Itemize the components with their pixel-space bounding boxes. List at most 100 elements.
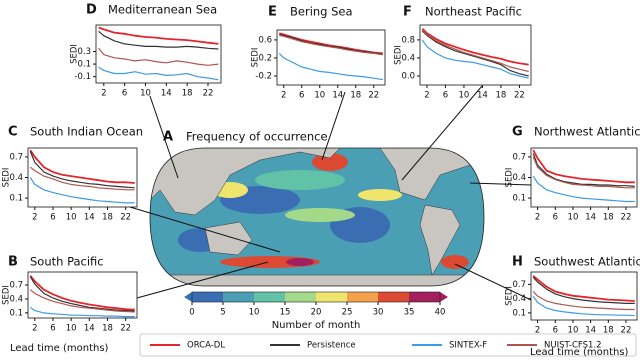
map: A Frequency of occurrence: [149, 130, 485, 287]
y-tick-label: -0.1: [74, 72, 91, 82]
series-line: [29, 306, 135, 318]
y-axis-label: SEDI: [505, 168, 515, 188]
colorbar-swatch: [409, 292, 440, 302]
x-tick-label: 14: [477, 91, 488, 101]
y-tick-label: 0.7: [9, 152, 23, 162]
land: [150, 274, 484, 286]
map-field: [150, 148, 484, 286]
y-tick-label: 0.6: [258, 35, 272, 45]
y-tick-label: 0.1: [77, 60, 91, 70]
colorbar-swatch: [285, 292, 316, 302]
y-tick-label: 0.3: [77, 47, 91, 57]
field-patch: [285, 208, 355, 222]
line-panel: B South Pacific 0.1 0.4 0.7 2 6 10 14 18 22 SEDI Lea…: [2, 255, 138, 354]
series-line: [532, 276, 635, 304]
land: [204, 221, 253, 256]
x-tick-label: 22: [120, 324, 131, 334]
x-tick-label: 10: [66, 324, 77, 334]
x-tick-label: 10: [140, 89, 151, 99]
land: [150, 148, 341, 216]
series-line: [532, 295, 635, 317]
series-line: [98, 66, 219, 81]
panel-letter: C: [8, 125, 18, 140]
panel-title: Northwest Atlantic: [534, 125, 640, 139]
colorbar-tick-label: 20: [311, 308, 322, 318]
field-patch: [358, 189, 402, 201]
x-tick-label: 2: [32, 324, 37, 334]
x-tick-label: 10: [66, 213, 77, 223]
y-tick-label: 0.2: [258, 53, 272, 63]
x-tick-label: 10: [459, 91, 470, 101]
colorbar-extend: [440, 292, 448, 302]
field-patch: [286, 258, 314, 266]
panel-letter: E: [268, 5, 277, 20]
x-tick-label: 22: [120, 213, 131, 223]
line-panel: E Bering Sea -0.2 0.2 0.6 2 6 10 14 18 22 SEDI: [251, 5, 386, 101]
y-axis-label: SEDI: [505, 286, 515, 306]
x-tick-label: 14: [332, 91, 343, 101]
land: [419, 204, 461, 276]
connector: [136, 261, 269, 299]
x-tick-label: 22: [621, 326, 632, 336]
panel-title: Northeast Pacific: [425, 5, 522, 19]
y-tick-label: 0.7: [9, 281, 23, 291]
colorbar-tick-label: 30: [373, 308, 384, 318]
series-line: [98, 30, 219, 50]
colorbar-swatch: [223, 292, 254, 302]
series-line: [421, 30, 529, 77]
connector: [469, 182, 532, 186]
series-line: [98, 26, 219, 45]
colorbar-tick-label: 10: [249, 308, 260, 318]
x-tick-label: 6: [553, 326, 558, 336]
x-tick-label: 6: [553, 213, 558, 223]
x-tick-label: 22: [368, 91, 379, 101]
line-panel: F Northeast Pacific 0.0 0.4 0.8 2 6 10 14 18 22 SED…: [394, 5, 532, 101]
plot-area: [419, 24, 532, 86]
x-tick-label: 18: [496, 91, 507, 101]
series-line: [421, 27, 529, 66]
connector: [149, 95, 179, 179]
series-line: [29, 177, 135, 204]
plot-area: [530, 271, 638, 321]
x-tick-label: 2: [101, 89, 106, 99]
x-axis-label: Lead time (months): [530, 347, 629, 358]
line-panel: C South Indian Ocean 0.1 0.4 0.7 2 6 10 14 18 22 SE…: [2, 125, 144, 223]
x-tick-label: 18: [102, 213, 113, 223]
colorbar-tick-label: 15: [280, 308, 291, 318]
x-tick-label: 14: [585, 326, 596, 336]
x-axis-label: Lead time (months): [10, 343, 109, 354]
legend-label: ORCA-DL: [187, 341, 225, 351]
y-axis-label: SEDI: [251, 48, 261, 68]
panel-title: South Pacific: [30, 255, 104, 269]
y-axis-label: SEDI: [2, 168, 12, 188]
y-tick-label: 0.1: [512, 194, 526, 204]
line-panel: D Mediterranean Sea -0.1 0.1 0.3 2 6 10 14 18 22 SE…: [70, 3, 222, 99]
legend-label: NUIST-CFS1.2: [544, 341, 602, 351]
connector: [129, 206, 281, 253]
y-tick-label: 0.7: [512, 280, 526, 290]
x-tick-label: 2: [424, 91, 429, 101]
panel-title: Southwest Atlantic: [534, 255, 640, 269]
panel-title: Bering Sea: [290, 5, 353, 19]
x-tick-label: 14: [585, 213, 596, 223]
colorbar-tick-label: 25: [342, 308, 353, 318]
series-line: [278, 52, 383, 81]
x-tick-label: 6: [122, 89, 127, 99]
y-tick-label: 0.4: [401, 53, 415, 63]
y-tick-label: 0.4: [512, 294, 526, 304]
colorbar-swatch: [347, 292, 378, 302]
panel-title: South Indian Ocean: [30, 125, 143, 139]
legend-label: SINTEX-F: [449, 341, 487, 351]
y-tick-label: 0.4: [9, 294, 23, 304]
series-line: [279, 34, 383, 56]
x-tick-label: 18: [350, 91, 361, 101]
panel-letter: D: [86, 3, 97, 18]
panel-letter: G: [512, 125, 523, 140]
y-axis-label: SEDI: [2, 285, 12, 305]
x-tick-label: 18: [102, 324, 113, 334]
panel-letter: F: [403, 5, 412, 20]
series-line: [29, 149, 135, 184]
y-tick-label: 0.8: [401, 35, 415, 45]
x-tick-label: 18: [603, 326, 614, 336]
